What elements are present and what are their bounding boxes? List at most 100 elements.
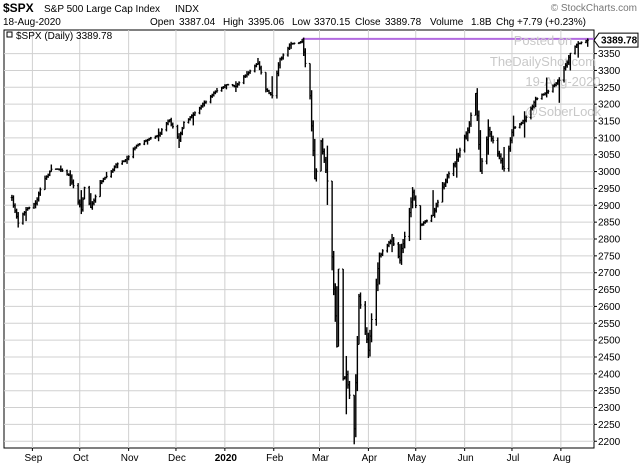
ohlc-bar	[215, 87, 219, 93]
open-label: Open	[150, 17, 174, 28]
ohlc-bar	[447, 171, 451, 179]
y-tick-label: 2300	[598, 403, 621, 414]
y-tick-label: 3150	[598, 117, 621, 128]
soberlook-text: @SoberLook	[525, 104, 602, 119]
dailyshot-text: TheDailyShot.com	[490, 54, 596, 69]
ohlc-bar	[370, 313, 373, 343]
y-tick-label: 2450	[598, 352, 621, 363]
x-tick-label: Aug	[553, 453, 571, 464]
y-tick-label: 2650	[598, 285, 621, 296]
high-label: High	[223, 17, 244, 28]
ohlc-bar	[248, 69, 252, 74]
x-tick-label: Oct	[73, 453, 89, 464]
ohlc-bar	[94, 194, 97, 203]
ohlc-bar	[16, 212, 20, 228]
ohlc-bar	[403, 231, 406, 249]
ohlc-bar	[193, 111, 197, 117]
x-tick-label: Sep	[24, 453, 42, 464]
y-tick-label: 2350	[598, 386, 621, 397]
y-tick-label: 3050	[598, 150, 621, 161]
close-label: Close	[355, 17, 381, 28]
stockcharts-watermark: © StockCharts.com	[551, 3, 637, 14]
ohlc-bar	[83, 186, 86, 200]
y-tick-label: 2900	[598, 201, 621, 212]
y-tick-label: 2800	[598, 235, 621, 246]
close-value: 3389.78	[385, 17, 422, 28]
x-tick-label: Nov	[121, 453, 139, 464]
y-tick-label: 2600	[598, 302, 621, 313]
ohlc-bar	[458, 147, 462, 158]
x-tick-label: Jul	[507, 453, 520, 464]
ohlc-bar	[293, 42, 296, 45]
ohlc-bar	[569, 52, 572, 71]
y-tick-label: 2850	[598, 218, 621, 229]
ohlc-bar	[116, 162, 119, 169]
open-value: 3387.04	[179, 17, 216, 28]
ohlc-bar	[436, 199, 440, 208]
y-tick-label: 3250	[598, 83, 621, 94]
ohlc-bar	[502, 146, 506, 172]
low-value: 3370.15	[314, 17, 351, 28]
ohlc-bar	[304, 48, 307, 68]
chart-index-name: S&P 500 Large Cap Index	[44, 4, 160, 15]
y-tick-label: 3350	[598, 49, 621, 60]
ohlc-bar	[226, 83, 230, 86]
y-tick-label: 2200	[598, 437, 621, 448]
ohlc-bar	[425, 219, 428, 223]
ohlc-bar	[61, 168, 64, 172]
y-tick-label: 2400	[598, 369, 621, 380]
x-tick-label: Jun	[458, 453, 474, 464]
ohlc-bar	[204, 100, 208, 104]
x-tick-label: May	[407, 453, 426, 464]
ohlc-bar	[536, 97, 539, 101]
posted-on-text: Posted on	[514, 33, 573, 48]
ohlc-bar	[414, 195, 417, 209]
ohlc-bar	[171, 122, 174, 129]
y-tick-label: 2500	[598, 336, 621, 347]
ohlc-bar	[513, 126, 517, 129]
y-tick-label: 2550	[598, 319, 621, 330]
ohlc-bar	[237, 81, 241, 86]
ohlc-bar	[547, 89, 550, 94]
y-tick-label: 2950	[598, 184, 621, 195]
y-tick-label: 2250	[598, 420, 621, 431]
ohlc-bar	[315, 168, 318, 182]
ohlc-bar	[127, 155, 130, 161]
ohlc-series	[10, 37, 589, 445]
y-tick-label: 3300	[598, 66, 621, 77]
x-tick-label: Apr	[362, 453, 378, 464]
high-value: 3395.06	[248, 17, 285, 28]
ohlc-bar	[381, 249, 384, 257]
y-tick-label: 3100	[598, 133, 621, 144]
x-tick-label: Mar	[312, 453, 330, 464]
grid	[4, 30, 594, 448]
y-tick-label: 2750	[598, 251, 621, 262]
ohlc-bar	[558, 77, 561, 103]
ohlc-bar	[149, 136, 152, 140]
volume-label: Volume	[430, 17, 464, 28]
ohlc-bar	[348, 380, 351, 400]
ohlc-bar	[160, 128, 163, 135]
ohlc-bar	[270, 76, 274, 99]
x-tick-label: 2020	[215, 453, 238, 464]
last-price-value: 3389.78	[601, 36, 638, 47]
y-axis: 2200 2250 2300 2350 2400 2450 2500 2550 2600 2650…	[594, 49, 621, 448]
ohlc-bar	[39, 187, 42, 196]
change-label: Chg	[496, 17, 514, 28]
last-price-tag: 3389.78	[593, 32, 639, 48]
quote-date: 18-Aug-2020	[3, 17, 61, 28]
ohlc-bar	[259, 65, 263, 75]
x-tick-label: Dec	[168, 453, 186, 464]
ohlc-bar	[72, 179, 75, 189]
low-label: Low	[292, 17, 311, 28]
ohlc-bar	[105, 171, 108, 179]
ohlc-bar	[392, 237, 395, 246]
y-tick-label: 3200	[598, 100, 621, 111]
post-date-text: 19-Aug-2020	[525, 74, 600, 89]
x-tick-label: Feb	[266, 453, 284, 464]
y-tick-label: 2700	[598, 268, 621, 279]
y-tick-label: 3000	[598, 167, 621, 178]
ohlc-bar	[491, 135, 495, 144]
